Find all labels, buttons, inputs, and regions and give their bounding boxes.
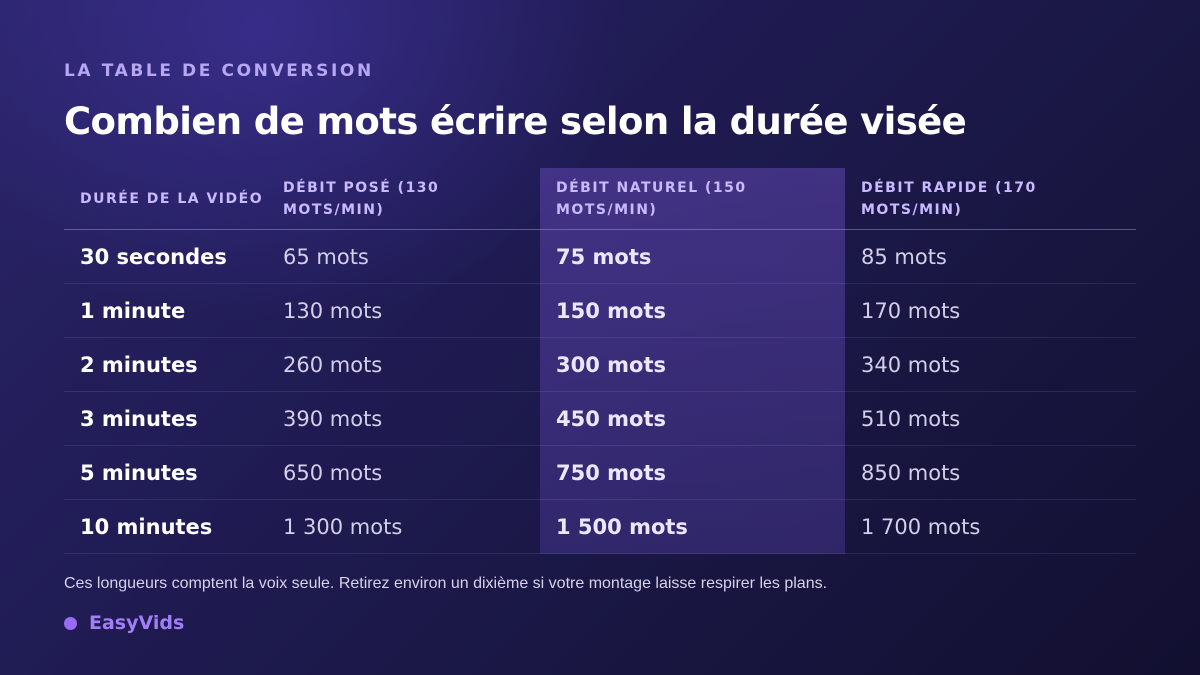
duration-cell: 1 minute [80, 298, 186, 323]
duration-cell: 30 secondes [80, 244, 227, 269]
fast-rate-cell: 170 mots [861, 298, 961, 323]
slow-rate-cell: 650 mots [283, 460, 383, 485]
fast-rate-cell: 510 mots [861, 406, 961, 431]
slow-rate-cell: 390 mots [283, 406, 383, 431]
page-title: Combien de mots écrire selon la durée vi… [64, 100, 967, 143]
natural-rate-cell: 450 mots [556, 406, 666, 431]
highlighted-column [540, 168, 845, 554]
natural-rate-cell: 75 mots [556, 244, 652, 269]
header-slow-rate: DÉBIT POSÉ (130 MOTS/MIN) [283, 179, 440, 218]
fast-rate-cell: 1 700 mots [861, 514, 981, 539]
duration-cell: 5 minutes [80, 460, 198, 485]
table-row: 5 minutes 650 mots 750 mots 850 mots [64, 446, 1136, 500]
conversion-table: DURÉE DE LA VIDÉO DÉBIT POSÉ (130 MOTS/M… [64, 168, 1136, 554]
natural-rate-cell: 750 mots [556, 460, 666, 485]
table-row: 2 minutes 260 mots 300 mots 340 mots [64, 338, 1136, 392]
fast-rate-cell: 850 mots [861, 460, 961, 485]
duration-cell: 10 minutes [80, 514, 213, 539]
duration-cell: 3 minutes [80, 406, 198, 431]
fast-rate-cell: 85 mots [861, 244, 947, 269]
table-header-row: DURÉE DE LA VIDÉO DÉBIT POSÉ (130 MOTS/M… [64, 168, 1136, 230]
natural-rate-cell: 300 mots [556, 352, 666, 377]
fast-rate-cell: 340 mots [861, 352, 961, 377]
natural-rate-cell: 150 mots [556, 298, 666, 323]
slow-rate-cell: 1 300 mots [283, 514, 403, 539]
footnote: Ces longueurs comptent la voix seule. Re… [64, 575, 828, 592]
slow-rate-cell: 130 mots [283, 298, 383, 323]
brand-name: EasyVids [89, 612, 185, 634]
table-row: 10 minutes 1 300 mots 1 500 mots 1 700 m… [64, 500, 1136, 554]
header-natural-rate: DÉBIT NATUREL (150 MOTS/MIN) [556, 179, 747, 218]
duration-cell: 2 minutes [80, 352, 198, 377]
header-duration: DURÉE DE LA VIDÉO [80, 190, 264, 207]
natural-rate-cell: 1 500 mots [556, 514, 688, 539]
eyebrow-label: LA TABLE DE CONVERSION [64, 61, 374, 81]
table-row: 1 minute 130 mots 150 mots 170 mots [64, 284, 1136, 338]
slow-rate-cell: 260 mots [283, 352, 383, 377]
table-row: 30 secondes 65 mots 75 mots 85 mots [64, 230, 1136, 284]
slow-rate-cell: 65 mots [283, 244, 369, 269]
table-row: 3 minutes 390 mots 450 mots 510 mots [64, 392, 1136, 446]
brand-dot-icon [64, 616, 77, 630]
header-fast-rate: DÉBIT RAPIDE (170 MOTS/MIN) [861, 179, 1037, 218]
brand: EasyVids [64, 612, 184, 634]
